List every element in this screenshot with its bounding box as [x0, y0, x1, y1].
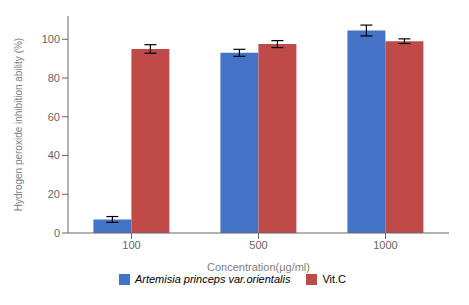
html-text:Artemisia princeps var.orienta: Artemisia princeps var.orientalis: [134, 273, 291, 285]
svg-text:20: 20: [48, 188, 60, 200]
svg-text:100: 100: [122, 239, 140, 251]
svg-text:0: 0: [54, 227, 60, 239]
svg-text:60: 60: [48, 111, 60, 123]
svg-text:Hydrogen peroxide inhibition a: Hydrogen peroxide inhibition ability (%): [13, 38, 24, 211]
svg-text:40: 40: [48, 149, 60, 161]
svg-text:500: 500: [249, 239, 267, 251]
svg-text:1000: 1000: [373, 239, 397, 251]
svg-text:80: 80: [48, 72, 60, 84]
svg-text:Concentration(μg/ml): Concentration(μg/ml): [207, 261, 310, 273]
svg-text:100: 100: [42, 33, 60, 45]
html-text:Vit.C: Vit.C: [322, 273, 347, 285]
